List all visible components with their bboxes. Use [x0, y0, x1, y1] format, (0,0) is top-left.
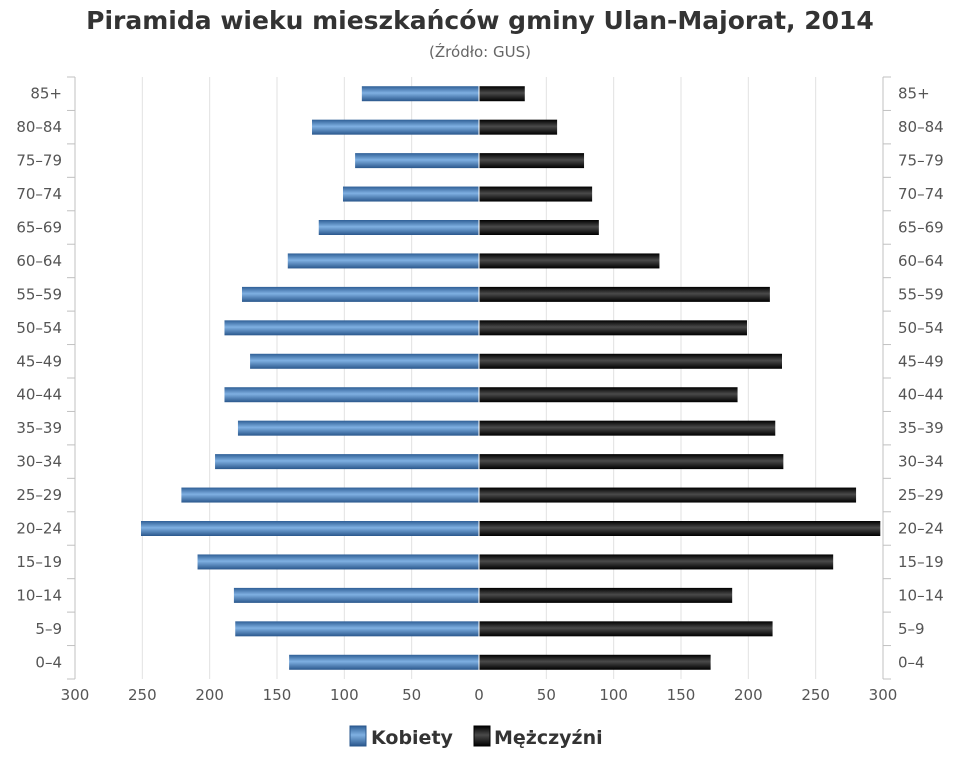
bar-mezczyzni	[479, 253, 660, 269]
bar-kobiety	[237, 420, 479, 436]
bar-mezczyzni	[479, 320, 747, 336]
y-category-label-left: 30–34	[16, 453, 62, 471]
y-category-label-left: 40–44	[16, 386, 62, 404]
y-category-label-left: 55–59	[16, 285, 62, 303]
y-category-label-left: 45–49	[16, 352, 62, 370]
legend: Kobiety Mężczyźni	[349, 725, 603, 749]
y-category-label-right: 45–49	[898, 352, 944, 370]
x-tick-label: 250	[128, 686, 157, 704]
bar-mezczyzni	[479, 353, 782, 369]
legend-swatch-mezczyzni	[473, 725, 491, 747]
y-category-label-right: 35–39	[898, 419, 944, 437]
y-category-label-left: 10–14	[16, 586, 62, 604]
y-category-label-right: 65–69	[898, 219, 944, 237]
bar-kobiety	[287, 253, 479, 269]
y-category-label-right: 20–24	[898, 520, 944, 538]
x-tick-label: 200	[734, 686, 763, 704]
bar-mezczyzni	[479, 487, 857, 503]
bar-mezczyzni	[479, 587, 733, 603]
x-tick-label: 50	[402, 686, 421, 704]
bar-kobiety	[250, 353, 479, 369]
x-tick-label: 150	[263, 686, 292, 704]
y-category-label-right: 75–79	[898, 152, 944, 170]
x-tick-label: 150	[667, 686, 696, 704]
bar-mezczyzni	[479, 420, 776, 436]
bar-kobiety	[181, 487, 480, 503]
bar-mezczyzni	[479, 654, 711, 670]
bar-mezczyzni	[479, 286, 770, 302]
legend-label-mezczyzni: Mężczyźni	[494, 727, 603, 749]
y-category-label-right: 55–59	[898, 285, 944, 303]
bar-kobiety	[312, 119, 479, 135]
bar-mezczyzni	[479, 521, 881, 536]
y-category-label-right: 80–84	[898, 118, 944, 136]
bar-kobiety	[233, 587, 479, 603]
y-category-label-right: 0–4	[898, 653, 925, 671]
bar-mezczyzni	[479, 220, 599, 235]
y-category-label-left: 60–64	[16, 252, 62, 270]
x-tick-label: 250	[801, 686, 830, 704]
chart-title: Piramida wieku mieszkańców gminy Ulan-Ma…	[86, 6, 874, 35]
bar-kobiety	[224, 387, 479, 403]
y-category-label-left: 5–9	[35, 620, 62, 638]
bar-mezczyzni	[479, 621, 773, 637]
y-category-label-right: 25–29	[898, 486, 944, 504]
y-category-label-right: 30–34	[898, 453, 944, 471]
bar-mezczyzni	[479, 119, 558, 135]
y-category-label-left: 50–54	[16, 319, 62, 337]
bar-kobiety	[235, 621, 479, 637]
x-tick-label: 100	[599, 686, 628, 704]
bar-kobiety	[224, 320, 479, 336]
y-category-label-left: 70–74	[16, 185, 62, 203]
y-category-label-left: 80–84	[16, 118, 62, 136]
bar-kobiety	[289, 654, 479, 670]
chart-subtitle: (Źródło: GUS)	[429, 43, 531, 61]
x-tick-label: 300	[61, 686, 90, 704]
y-category-label-left: 65–69	[16, 219, 62, 237]
bar-kobiety	[215, 454, 479, 470]
bar-kobiety	[342, 186, 479, 202]
legend-label-kobiety: Kobiety	[371, 727, 454, 749]
y-category-label-right: 70–74	[898, 185, 944, 203]
y-category-label-left: 75–79	[16, 152, 62, 170]
bar-mezczyzni	[479, 186, 593, 202]
bar-kobiety	[241, 286, 479, 302]
y-category-label-right: 85+	[898, 85, 930, 103]
y-category-label-left: 35–39	[16, 419, 62, 437]
x-tick-label: 300	[869, 686, 898, 704]
y-category-label-right: 40–44	[898, 386, 944, 404]
bar-kobiety	[318, 220, 479, 235]
bar-mezczyzni	[479, 153, 585, 169]
bars	[140, 77, 881, 679]
y-category-label-left: 0–4	[35, 653, 62, 671]
legend-swatch-kobiety	[349, 725, 367, 747]
y-category-label-right: 15–19	[898, 553, 944, 571]
bar-mezczyzni	[479, 387, 738, 403]
y-category-label-right: 5–9	[898, 620, 925, 638]
y-category-label-right: 50–54	[898, 319, 944, 337]
bar-kobiety	[355, 153, 479, 169]
x-tick-label: 200	[195, 686, 224, 704]
x-tick-label: 100	[330, 686, 359, 704]
y-category-label-right: 10–14	[898, 586, 944, 604]
y-category-label-left: 25–29	[16, 486, 62, 504]
bar-mezczyzni	[479, 454, 784, 470]
x-tick-label: 50	[537, 686, 556, 704]
y-category-label-right: 60–64	[898, 252, 944, 270]
y-category-label-left: 85+	[30, 85, 62, 103]
y-category-label-left: 15–19	[16, 553, 62, 571]
x-tick-label: 0	[474, 686, 484, 704]
bar-mezczyzni	[479, 86, 525, 102]
y-category-label-left: 20–24	[16, 520, 62, 538]
bar-kobiety	[197, 554, 479, 570]
bar-kobiety	[361, 86, 479, 102]
bar-mezczyzni	[479, 554, 834, 570]
bar-kobiety	[140, 521, 479, 536]
axes: 300 250 200 150 100 50 0 50 100 150 200 250 300 85+ 85…	[16, 76, 944, 704]
